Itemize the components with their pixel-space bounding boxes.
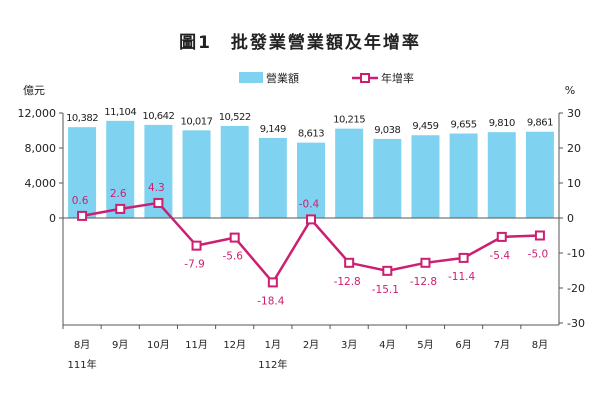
bar-value-label: 10,642 bbox=[142, 111, 174, 122]
legend-label-rate: 年增率 bbox=[381, 71, 414, 85]
right-tick-label: 0 bbox=[567, 212, 574, 225]
x-category-label: 9月 bbox=[112, 339, 128, 351]
bar-value-label: 9,459 bbox=[412, 121, 438, 132]
right-tick-label: -30 bbox=[567, 317, 585, 330]
bar-value-label: 9,861 bbox=[527, 118, 553, 129]
chart-title: 圖1 批發業營業額及年增率 bbox=[179, 32, 421, 53]
rate-marker bbox=[420, 257, 431, 268]
bar-value-label: 10,522 bbox=[219, 112, 251, 123]
bar-value-label: 11,104 bbox=[104, 107, 136, 118]
legend-label-revenue: 營業額 bbox=[266, 72, 299, 85]
rate-value-label: 4.3 bbox=[148, 182, 165, 194]
bar-revenue bbox=[220, 125, 249, 218]
rate-marker bbox=[458, 252, 469, 263]
x-category-label: 1月 bbox=[265, 339, 281, 351]
bar-value-label: 10,382 bbox=[66, 113, 98, 124]
left-tick-label: 0 bbox=[49, 212, 56, 225]
rate-value-label: 2.6 bbox=[110, 188, 127, 200]
bar-value-label: 9,149 bbox=[260, 124, 286, 135]
rate-marker bbox=[382, 265, 393, 276]
rate-marker bbox=[115, 203, 126, 214]
rate-marker bbox=[496, 231, 507, 242]
rate-value-label: -5.6 bbox=[222, 251, 243, 263]
right-tick-label: 20 bbox=[567, 142, 581, 155]
x-year-label: 112年 bbox=[258, 358, 287, 371]
x-category-label: 10月 bbox=[147, 339, 170, 351]
rate-marker bbox=[229, 232, 240, 243]
rate-value-label: -0.4 bbox=[299, 198, 320, 210]
bar-revenue bbox=[335, 128, 364, 218]
x-category-label: 12月 bbox=[223, 339, 246, 351]
x-category-label: 11月 bbox=[185, 339, 208, 351]
x-category-label: 4月 bbox=[379, 339, 395, 351]
rate-marker bbox=[534, 230, 545, 241]
rate-marker bbox=[191, 240, 202, 251]
right-tick-label: -10 bbox=[567, 247, 585, 260]
rate-value-label: 0.6 bbox=[72, 195, 89, 207]
rate-value-label: -5.0 bbox=[528, 249, 549, 261]
rate-value-label: -15.1 bbox=[372, 284, 399, 296]
rate-value-label: -11.4 bbox=[448, 271, 475, 283]
x-year-label: 111年 bbox=[68, 358, 97, 371]
legend-swatch-revenue bbox=[239, 72, 263, 83]
rate-value-label: -12.8 bbox=[410, 276, 437, 288]
bar-revenue bbox=[68, 127, 97, 218]
x-category-label: 8月 bbox=[532, 339, 548, 351]
bar-revenue bbox=[487, 132, 516, 218]
rate-marker bbox=[153, 197, 164, 208]
bar-value-label: 9,038 bbox=[374, 125, 400, 136]
x-category-label: 3月 bbox=[341, 339, 357, 351]
bar-revenue bbox=[258, 137, 287, 218]
left-axis-unit: 億元 bbox=[23, 84, 45, 97]
left-tick-label: 8,000 bbox=[25, 142, 57, 155]
left-tick-label: 12,000 bbox=[18, 107, 57, 120]
rate-value-label: -18.4 bbox=[257, 295, 284, 307]
bar-revenue bbox=[525, 131, 554, 218]
bar-revenue bbox=[373, 138, 402, 218]
rate-value-label: -5.4 bbox=[490, 250, 511, 262]
bar-revenue bbox=[182, 130, 211, 218]
legend-marker-rate bbox=[360, 73, 370, 83]
x-category-label: 7月 bbox=[494, 339, 510, 351]
bar-value-label: 9,655 bbox=[451, 120, 477, 131]
right-axis-unit: % bbox=[565, 84, 575, 97]
bar-value-label: 9,810 bbox=[489, 118, 515, 129]
bar-revenue bbox=[297, 142, 325, 218]
left-tick-label: 4,000 bbox=[25, 177, 57, 190]
bar-revenue bbox=[106, 120, 135, 218]
rate-marker bbox=[306, 214, 316, 225]
right-tick-label: 10 bbox=[567, 177, 581, 190]
rate-marker bbox=[344, 257, 355, 268]
rate-marker bbox=[77, 210, 88, 221]
bar-value-label: 8,613 bbox=[298, 129, 324, 140]
right-tick-label: 30 bbox=[567, 107, 581, 120]
x-category-label: 8月 bbox=[74, 339, 90, 351]
bar-revenue bbox=[449, 133, 478, 218]
x-category-label: 5月 bbox=[417, 339, 433, 351]
x-category-label: 6月 bbox=[455, 339, 471, 351]
rate-value-label: -12.8 bbox=[334, 276, 361, 288]
bar-value-label: 10,215 bbox=[333, 115, 365, 126]
bar-revenue bbox=[411, 135, 440, 218]
rate-marker bbox=[267, 277, 278, 288]
rate-value-label: -7.9 bbox=[184, 259, 205, 271]
bar-value-label: 10,017 bbox=[181, 116, 213, 127]
x-category-label: 2月 bbox=[303, 339, 319, 351]
right-tick-label: -20 bbox=[567, 282, 585, 295]
